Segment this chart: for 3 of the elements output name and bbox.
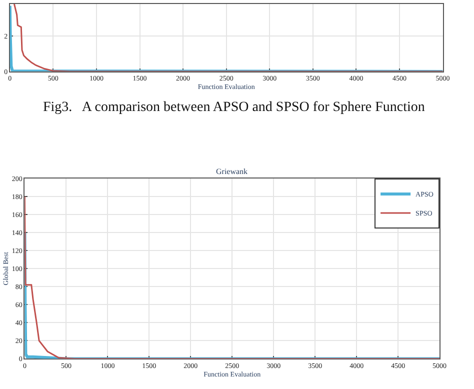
line-series (24, 196, 440, 359)
caption: Fig3. A comparison between APSO and SPSO for Sphere Function (43, 100, 425, 115)
chart-title: Griewank (216, 167, 248, 176)
